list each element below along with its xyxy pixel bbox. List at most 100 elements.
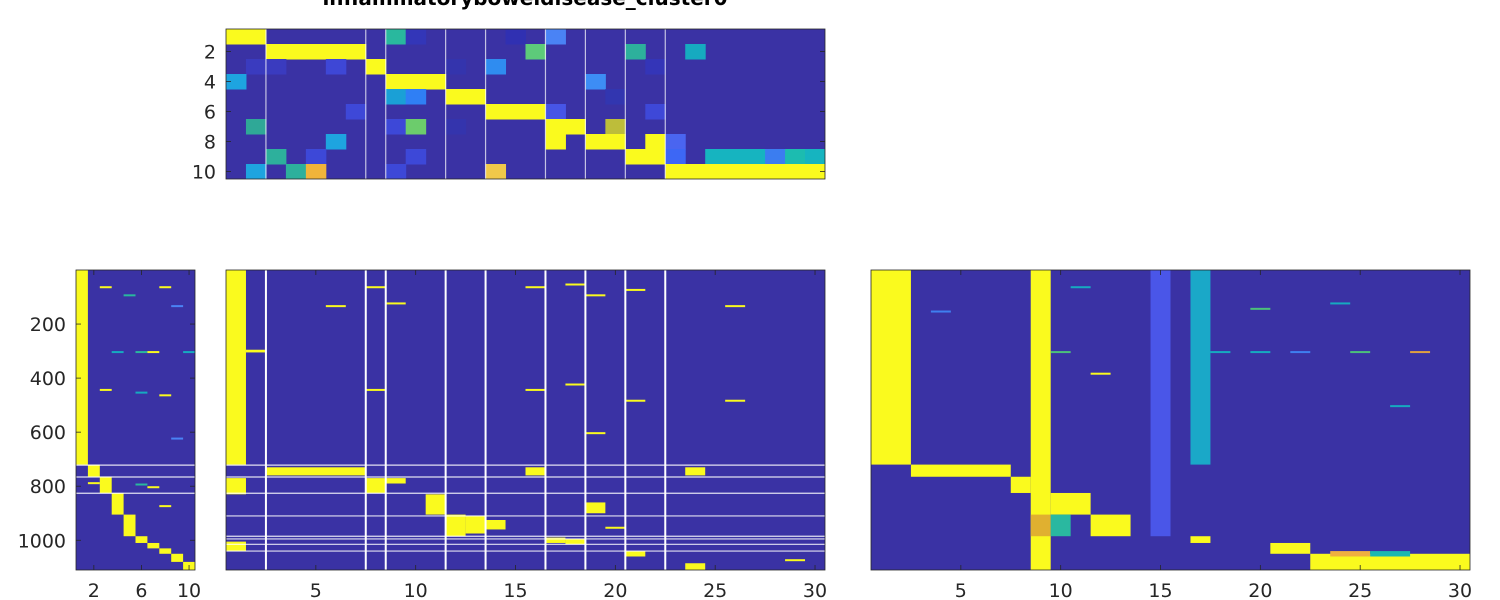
x-tick-label: 6	[135, 580, 147, 600]
heatmap-top: 2 4 6 8 10	[192, 28, 826, 184]
heatmap-cell	[405, 29, 427, 45]
heatmap-cell	[705, 149, 726, 165]
heatmap-mark	[585, 432, 606, 435]
heatmap-mark	[1290, 351, 1311, 354]
heatmap-cell	[645, 134, 666, 150]
heatmap-cell	[305, 149, 327, 165]
heatmap-cell	[485, 59, 507, 75]
heatmap-mark	[1330, 302, 1351, 305]
heatmap-cell	[745, 149, 766, 165]
heatmap-cell	[545, 104, 566, 120]
heatmap-block	[226, 541, 246, 552]
heatmap-cell	[405, 74, 427, 90]
figure-title-text: inflammatoryboweldisease_cluster0	[322, 0, 727, 10]
heatmap-cell	[265, 44, 287, 60]
heatmap-mark	[725, 305, 746, 308]
heatmap-cell	[545, 134, 566, 150]
heatmap-mark	[171, 437, 184, 440]
heatmap-cells	[226, 270, 825, 570]
heatmap-block	[99, 476, 112, 493]
heatmap-cell	[665, 164, 686, 179]
heatmap-block	[1330, 551, 1371, 557]
heatmap-block	[545, 537, 566, 543]
heatmap-cell	[345, 104, 367, 120]
y-tick-label: 10	[192, 162, 216, 184]
heatmap-background	[226, 270, 825, 570]
x-tick-label: 20	[1248, 580, 1272, 600]
heatmap-cell	[685, 44, 706, 60]
heatmap-mark	[147, 486, 160, 489]
x-tick-label: 20	[603, 580, 627, 600]
heatmap-mark	[1090, 372, 1111, 375]
heatmap-block	[465, 515, 486, 534]
heatmap-cell	[585, 134, 606, 150]
y-tick-label: 1000	[18, 530, 66, 552]
heatmap-cell	[265, 59, 287, 75]
heatmap-mark	[147, 351, 160, 354]
x-tick-label: 15	[1148, 580, 1172, 600]
axes-frame	[225, 269, 826, 571]
x-tick-label: 25	[703, 580, 727, 600]
heatmap-cell	[645, 104, 666, 120]
heatmap-mark	[1050, 351, 1071, 354]
x-tick-label: 10	[1049, 580, 1073, 600]
heatmap-block	[625, 551, 646, 557]
heatmap-cell	[785, 149, 806, 165]
heatmap-block	[1190, 536, 1211, 543]
heatmap-cells	[871, 270, 1470, 570]
heatmap-cell	[505, 104, 526, 120]
heatmap-mark	[930, 310, 951, 313]
heatmap-cell	[605, 134, 626, 150]
heatmap-block	[685, 467, 706, 476]
x-tick-label: 15	[503, 580, 527, 600]
heatmap-cell	[445, 89, 467, 105]
heatmap-cell	[385, 89, 407, 105]
heatmap-block	[385, 478, 406, 484]
heatmap-cell	[765, 149, 786, 165]
heatmap-block	[111, 492, 124, 515]
heatmap-cell	[405, 119, 427, 135]
heatmap-cell	[625, 44, 646, 60]
heatmap-block	[565, 538, 586, 545]
axes-frame	[75, 269, 196, 571]
heatmap-mark	[785, 559, 806, 562]
heatmap-mark	[585, 294, 606, 297]
x-tick-label: 30	[1448, 580, 1472, 600]
heatmap-block	[159, 548, 172, 554]
heatmap-cell	[685, 164, 706, 179]
heatmap-cell	[425, 74, 447, 90]
heatmap-mark	[171, 305, 184, 308]
heatmap-block	[171, 553, 184, 562]
heatmap-cell	[385, 29, 407, 45]
heatmap-left: 2 6 10 200 400 600 800 1000	[18, 269, 201, 600]
heatmap-mark	[365, 286, 386, 289]
heatmap-mark	[525, 388, 546, 391]
heatmap-cell	[445, 59, 467, 75]
heatmap-cell	[245, 164, 267, 179]
heatmap-block	[1270, 542, 1311, 554]
heatmap-block	[1010, 476, 1031, 493]
heatmap-cell	[285, 164, 307, 179]
heatmap-block	[1310, 553, 1470, 570]
x-tick-label: 5	[310, 580, 322, 600]
heatmap-cell	[485, 104, 507, 120]
heatmap-mark	[99, 388, 112, 391]
heatmap-cell	[245, 59, 267, 75]
heatmap-cell	[385, 119, 407, 135]
heatmap-cell	[325, 59, 347, 75]
heatmap-mark	[365, 388, 386, 391]
heatmap-cell	[226, 74, 247, 90]
axes-frame	[225, 28, 826, 180]
heatmap-cell	[325, 44, 347, 60]
x-tick-label: 10	[404, 580, 428, 600]
heatmap-cell	[805, 149, 825, 165]
heatmap-block	[871, 270, 911, 465]
y-tick-label: 400	[30, 368, 66, 390]
heatmap-block	[245, 349, 266, 353]
x-tick-label: 25	[1348, 580, 1372, 600]
heatmap-mark	[605, 526, 626, 529]
heatmap-cell	[525, 44, 546, 60]
heatmap-mark	[1210, 351, 1231, 354]
heatmap-cell	[245, 29, 267, 45]
